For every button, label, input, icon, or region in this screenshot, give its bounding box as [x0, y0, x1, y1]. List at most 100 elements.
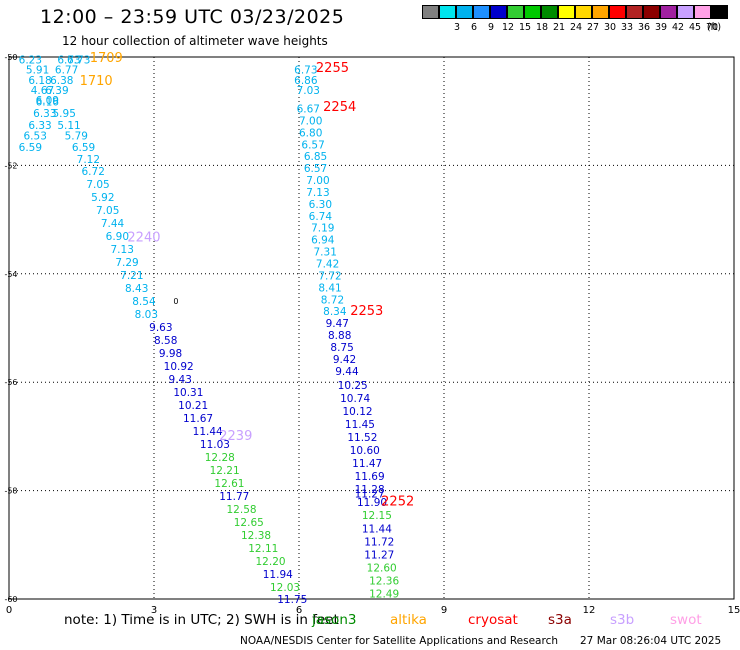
- scale-swatch: [575, 5, 592, 19]
- x-tick-label: 3: [151, 605, 157, 616]
- data-point: 7.44: [101, 218, 125, 230]
- data-point: 6.59: [72, 142, 95, 154]
- data-point: 6.39: [45, 85, 68, 97]
- scale-label: 6: [470, 22, 478, 33]
- pass-label: 2252: [381, 494, 414, 509]
- scale-label: 18: [535, 22, 549, 33]
- scale-swatch: [609, 5, 626, 19]
- data-point: 10.12: [343, 406, 373, 418]
- y-tick-label: -56: [4, 378, 17, 387]
- data-point: 5.79: [65, 131, 88, 143]
- data-point: 12.20: [256, 556, 286, 568]
- pass-label: 2254: [323, 100, 356, 115]
- scale-label: 21: [552, 22, 566, 33]
- y-tick-label: -54: [4, 270, 17, 279]
- data-point: 6.85: [304, 151, 327, 163]
- scale-label: 24: [569, 22, 583, 33]
- data-point: 6.72: [82, 166, 105, 178]
- data-point: 6.53: [24, 131, 47, 143]
- data-point: 11.67: [183, 413, 213, 425]
- scale-swatch: [524, 5, 541, 19]
- scale-label: 45: [688, 22, 702, 33]
- data-point: 12.11: [248, 543, 278, 555]
- scale-swatch: [626, 5, 643, 19]
- data-point: 11.77: [219, 491, 249, 503]
- scale-swatch: [422, 5, 439, 19]
- x-tick-label: 9: [441, 605, 447, 616]
- data-point: 7.29: [115, 257, 138, 269]
- data-point: 11.44: [362, 524, 392, 536]
- data-point: 6.23: [19, 55, 42, 67]
- scale-label: 27: [586, 22, 600, 33]
- data-point: 7.13: [111, 244, 134, 256]
- data-point: 6.94: [311, 235, 335, 247]
- scale-swatch: [456, 5, 473, 19]
- data-point: 11.27: [355, 488, 385, 500]
- data-point: 7.05: [86, 179, 109, 191]
- data-point: 10.74: [340, 393, 370, 405]
- data-point: 6.73: [67, 55, 90, 67]
- data-point: 11.27: [364, 550, 394, 562]
- data-point: 11.69: [355, 471, 385, 483]
- pass-label: 2239: [219, 429, 252, 444]
- data-point: 8.75: [330, 342, 353, 354]
- data-point: 9.43: [169, 374, 192, 386]
- scale-label: 12: [501, 22, 515, 33]
- scale-swatch: [541, 5, 558, 19]
- scale-label: 15: [518, 22, 532, 33]
- scale-swatch: [711, 5, 728, 19]
- data-point: 11.45: [345, 419, 375, 431]
- data-point: 10.60: [350, 445, 380, 457]
- data-point: 6.80: [299, 127, 322, 139]
- x-tick-label: 12: [583, 605, 596, 616]
- scale-swatch: [558, 5, 575, 19]
- data-point: 12.65: [234, 517, 264, 529]
- data-point: 9.42: [333, 354, 356, 366]
- legend-cryosat: cryosat: [468, 612, 518, 628]
- scale-swatch: [490, 5, 507, 19]
- data-point: 8.03: [135, 309, 158, 321]
- data-point: 11.52: [347, 432, 377, 444]
- scale-swatch: [592, 5, 609, 19]
- x-tick-label: 15: [728, 605, 740, 616]
- scale-swatch: [507, 5, 524, 19]
- data-point: 10.31: [173, 387, 203, 399]
- data-point: 12.49: [369, 589, 399, 601]
- data-point: 9.44: [335, 366, 359, 378]
- data-point: 6.73: [57, 55, 80, 67]
- pass-label: 2240: [127, 230, 160, 245]
- data-point: 7.42: [316, 259, 339, 271]
- data-point: 6.33: [28, 120, 51, 132]
- data-point: 6.86: [294, 75, 318, 87]
- legend-altika: altika: [390, 612, 427, 628]
- data-point: 6.73: [294, 64, 317, 76]
- y-tick-label: -52: [4, 161, 17, 170]
- legend-swot: swot: [670, 612, 702, 628]
- pass-label: 2253: [350, 304, 383, 319]
- y-tick-label: -50: [4, 53, 17, 62]
- color-scale-legend: 3 6 9 12 15 18 21 24 27 30 33 36 39 42 45 70 (ft): [422, 5, 728, 39]
- scale-swatch: [694, 5, 711, 19]
- scale-swatch: [473, 5, 490, 19]
- data-point: 7.05: [96, 205, 119, 217]
- data-point: 8.34: [323, 306, 347, 318]
- data-point: 6.59: [19, 142, 42, 154]
- data-point: 11.75: [277, 594, 307, 606]
- scale-label: 33: [620, 22, 634, 33]
- data-point: 11.90: [357, 497, 387, 509]
- data-point: 7.03: [297, 85, 320, 97]
- footer-note: note: 1) Time is in UTC; 2) SWH is in fe…: [64, 612, 339, 628]
- scale-swatch: [677, 5, 694, 19]
- data-point: 8.54: [132, 296, 156, 308]
- scale-label: 39: [654, 22, 668, 33]
- contour-label: 0: [173, 297, 178, 306]
- data-point: 6.16: [36, 96, 60, 108]
- data-point: 11.72: [364, 537, 394, 549]
- scale-label: 30: [603, 22, 617, 33]
- pass-label: 1710: [80, 74, 113, 89]
- pass-label: 2255: [316, 61, 349, 76]
- pass-label: 1709: [90, 51, 123, 66]
- data-point: 6.33: [33, 108, 56, 120]
- data-point: 12.03: [270, 582, 300, 594]
